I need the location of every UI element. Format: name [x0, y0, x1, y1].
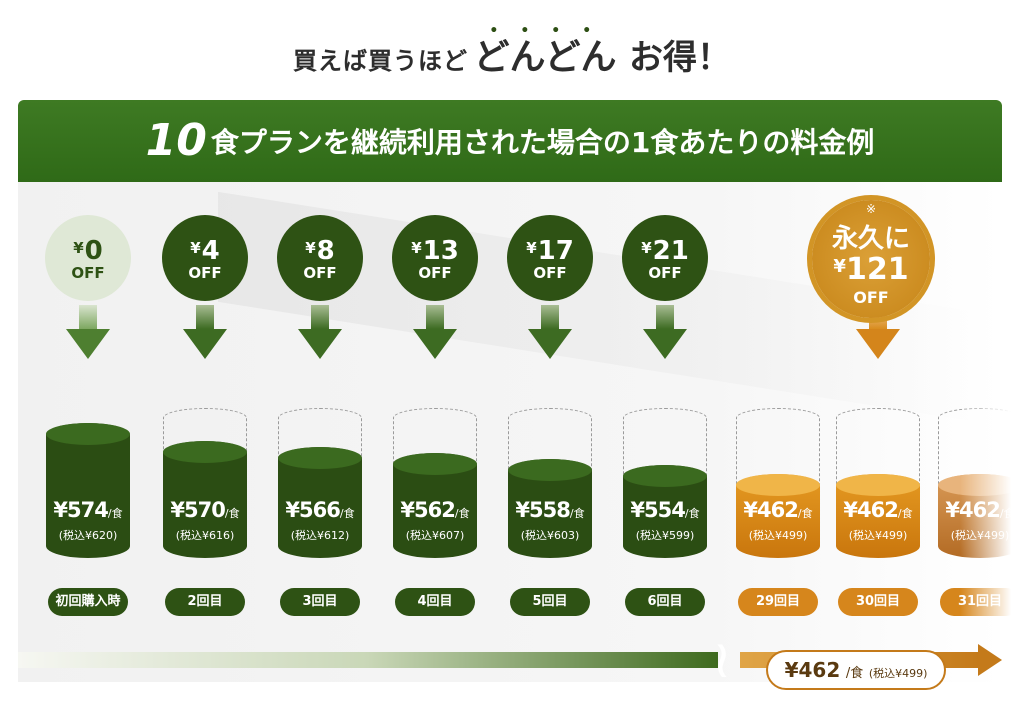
final-tax: (税込¥499): [868, 667, 928, 680]
price-column: ¥21 OFF ¥554/食 (税込¥599) 6回目: [615, 0, 715, 711]
price-per-meal: ¥566/食: [285, 498, 355, 522]
fill-cup: [163, 408, 247, 558]
headline-post: お得！: [629, 38, 732, 78]
forever-amount-value: 121: [845, 252, 909, 287]
discount-off: OFF: [71, 264, 105, 282]
price-tax-included: (税込¥499): [748, 529, 808, 542]
price-tax-included: (税込¥612): [290, 529, 350, 542]
purchase-count-label: 30回目: [838, 588, 918, 616]
discount-amount: ¥4: [190, 236, 220, 266]
purchase-count-label: 29回目: [738, 588, 818, 616]
discount-badge: ¥8 OFF: [280, 218, 360, 298]
price-per-meal: ¥562/食: [400, 498, 470, 522]
discount-badge: ¥21 OFF: [625, 218, 705, 298]
down-arrow-icon: [413, 305, 457, 361]
fill-cup: [623, 408, 707, 558]
final-unit: /食: [845, 666, 864, 681]
purchase-count-label: 6回目: [625, 588, 705, 616]
purchase-count-label: 3回目: [280, 588, 360, 616]
price-tax-included: (税込¥616): [175, 529, 235, 542]
discount-off: OFF: [648, 264, 682, 282]
price-per-meal: ¥554/食: [630, 498, 700, 522]
price-per-meal: ¥462/食: [743, 498, 813, 522]
price-tax-included: (税込¥603): [520, 529, 580, 542]
price-column: ¥0 OFF ¥574/食 (税込¥620) 初回購入時: [38, 0, 138, 711]
banner-text: 食プランを継続利用された場合の1食あたりの料金例: [210, 126, 875, 159]
discount-badge: ¥13 OFF: [395, 218, 475, 298]
discount-badge: ¥4 OFF: [165, 218, 245, 298]
final-price: ¥462: [784, 658, 841, 682]
price-tax-included: (税込¥620): [58, 529, 118, 542]
fill-cup: [46, 408, 130, 558]
down-arrow-icon: [528, 305, 572, 361]
price-tax-included: (税込¥599): [635, 529, 695, 542]
forever-amount: ¥121: [812, 252, 930, 287]
banner-number: 10: [145, 115, 207, 166]
forever-label: 永久に: [831, 224, 910, 254]
forever-asterisk: ※: [865, 202, 877, 216]
headline-pre: 買えば買うほど: [292, 47, 468, 75]
fill-cup: [508, 408, 592, 558]
discount-off: OFF: [418, 264, 452, 282]
fill-cup: [393, 408, 477, 558]
purchase-count-label: 5回目: [510, 588, 590, 616]
headline: 買えば買うほど •••• どんどん お得！: [0, 23, 1024, 80]
discount-off: OFF: [303, 264, 337, 282]
forever-discount-badge: ※ 永久に ¥121 OFF: [812, 200, 930, 318]
headline-emphasis: •••• どんどん: [473, 23, 629, 78]
discount-off: OFF: [188, 264, 222, 282]
emphasis-dots: ••••: [489, 23, 614, 39]
discount-amount: ¥21: [641, 236, 689, 266]
purchase-count-label: 4回目: [395, 588, 475, 616]
price-tax-included: (税込¥607): [405, 529, 465, 542]
price-column: ¥462/食 (税込¥499) 29回目: [728, 0, 828, 711]
fill-cup: [836, 408, 920, 558]
down-arrow-icon: [298, 305, 342, 361]
price-column: ¥17 OFF ¥558/食 (税込¥603) 5回目: [500, 0, 600, 711]
discount-amount: ¥13: [411, 236, 459, 266]
right-fade: [960, 182, 1024, 642]
forever-off: OFF: [853, 288, 889, 307]
down-arrow-icon: [66, 305, 110, 361]
down-arrow-icon: [183, 305, 227, 361]
price-column: ¥13 OFF ¥562/食 (税込¥607) 4回目: [385, 0, 485, 711]
discount-amount: ¥0: [73, 236, 103, 266]
discount-badge: ¥17 OFF: [510, 218, 590, 298]
price-column: ¥4 OFF ¥570/食 (税込¥616) 2回目: [155, 0, 255, 711]
down-arrow-icon: [643, 305, 687, 361]
price-per-meal: ¥558/食: [515, 498, 585, 522]
purchase-count-label: 初回購入時: [48, 588, 128, 616]
final-price-pill: ¥462 /食 (税込¥499): [766, 650, 946, 690]
discount-amount: ¥17: [526, 236, 574, 266]
price-per-meal: ¥574/食: [53, 498, 123, 522]
timeline-bar: [18, 652, 718, 668]
timeline-arrow-icon: [978, 644, 1002, 676]
price-tax-included: (税込¥499): [848, 529, 908, 542]
price-column: ¥8 OFF ¥566/食 (税込¥612) 3回目: [270, 0, 370, 711]
price-column: ¥462/食 (税込¥499) 30回目: [828, 0, 928, 711]
purchase-count-label: 2回目: [165, 588, 245, 616]
discount-amount: ¥8: [305, 236, 335, 266]
headline-emphasis-text: どんどん: [473, 37, 617, 78]
fill-cup: [736, 408, 820, 558]
wave-break-icon: ≀: [712, 630, 732, 690]
forever-yen: ¥: [833, 256, 846, 277]
fill-cup: [278, 408, 362, 558]
price-per-meal: ¥462/食: [843, 498, 913, 522]
discount-off: OFF: [533, 264, 567, 282]
price-per-meal: ¥570/食: [170, 498, 240, 522]
discount-badge: ¥0 OFF: [48, 218, 128, 298]
plan-banner: 10 食プランを継続利用された場合の1食あたりの料金例: [18, 100, 1002, 182]
